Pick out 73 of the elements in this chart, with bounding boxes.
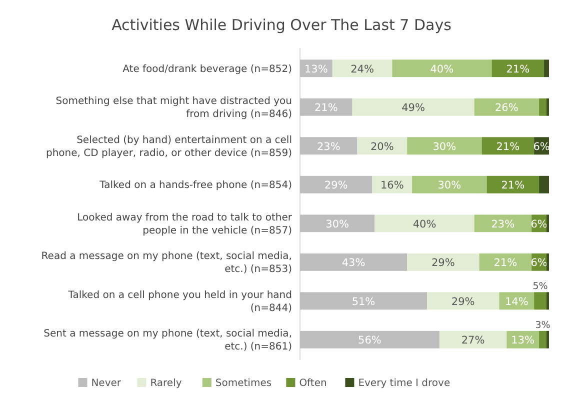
data-label: 43%	[342, 257, 366, 270]
y-tick-label: Looked away from the road to talk to other people in the vehicle (n=857)	[77, 212, 293, 236]
bar	[539, 98, 547, 116]
data-label: 24%	[350, 63, 374, 76]
legend-label: Rarely	[150, 378, 182, 389]
data-label: 3%	[535, 320, 550, 331]
legend-label: Every time I drove	[358, 378, 450, 389]
bar	[392, 60, 492, 78]
data-label: 21%	[506, 63, 530, 76]
bar	[300, 330, 440, 348]
legend-label: Often	[299, 378, 327, 389]
bar	[374, 214, 474, 232]
bar	[300, 253, 408, 271]
data-label: 27%	[461, 334, 485, 347]
data-label: 6%	[530, 218, 548, 230]
data-label: 21%	[314, 102, 338, 114]
bar	[539, 330, 547, 348]
legend-label: Sometimes	[215, 378, 272, 389]
y-tick-label: Talked on a cell phone you held in your hand (n=844)	[67, 290, 292, 314]
data-label: 16%	[380, 180, 404, 192]
data-label: 49%	[402, 102, 425, 114]
data-label: 14%	[504, 296, 528, 308]
data-label: 13%	[304, 63, 328, 76]
y-tick-label: Selected (by hand) entertainment on a cell phone, CD player, radio, or other device (n=859)	[46, 134, 292, 159]
bar	[486, 176, 540, 194]
y-tick-label: Read a message on my phone (text, social media, etc.) (n=853)	[41, 251, 292, 276]
data-label: 51%	[352, 296, 376, 308]
y-tick-label: Something else that might have distracted you from driving (n=846)	[56, 96, 292, 120]
bar	[534, 292, 547, 310]
data-label: 20%	[370, 140, 394, 153]
y-tick-label: Talked on a hands-free phone (n=854)	[98, 180, 292, 192]
bar	[407, 137, 482, 155]
data-label: 6%	[530, 257, 548, 270]
data-label: 23%	[491, 218, 515, 230]
data-label: 21%	[496, 140, 520, 153]
bar	[407, 253, 480, 271]
bar	[300, 98, 352, 116]
data-label: 23%	[316, 140, 340, 153]
bar	[539, 176, 549, 194]
bar	[332, 60, 392, 78]
data-label: 26%	[495, 102, 518, 114]
data-label: 29%	[451, 296, 475, 308]
bar	[300, 176, 372, 194]
data-label: 30%	[438, 180, 462, 192]
bar	[482, 137, 534, 155]
y-tick-label: Ate food/drank beverage (n=852)	[122, 64, 292, 75]
data-label: 6%	[533, 140, 550, 153]
bar	[300, 214, 375, 232]
data-label: 56%	[358, 334, 382, 347]
data-label: 21%	[494, 257, 518, 270]
bar	[412, 176, 487, 194]
y-tick-label: Sent a message on my phone (text, social media, etc.) (n=861)	[44, 328, 292, 353]
bar	[300, 137, 358, 155]
data-label: 30%	[432, 140, 456, 153]
bar	[439, 330, 507, 348]
bar	[426, 292, 500, 310]
data-label: 40%	[430, 63, 454, 76]
bar	[352, 98, 474, 116]
bar	[492, 60, 544, 78]
bar	[300, 292, 427, 310]
data-label: 21%	[501, 180, 525, 192]
bar	[544, 60, 549, 78]
chart-title: Activities While Driving Over The Last 7 Days	[112, 16, 452, 34]
legend-label: Never	[91, 378, 122, 389]
bar	[479, 253, 532, 271]
data-label: 29%	[324, 180, 348, 192]
bar	[474, 98, 540, 116]
data-label: 29%	[432, 257, 455, 270]
data-label: 13%	[511, 334, 535, 347]
bar	[474, 214, 532, 232]
data-label: 30%	[326, 218, 350, 230]
data-label: 5%	[532, 281, 548, 292]
data-label: 40%	[412, 218, 436, 230]
